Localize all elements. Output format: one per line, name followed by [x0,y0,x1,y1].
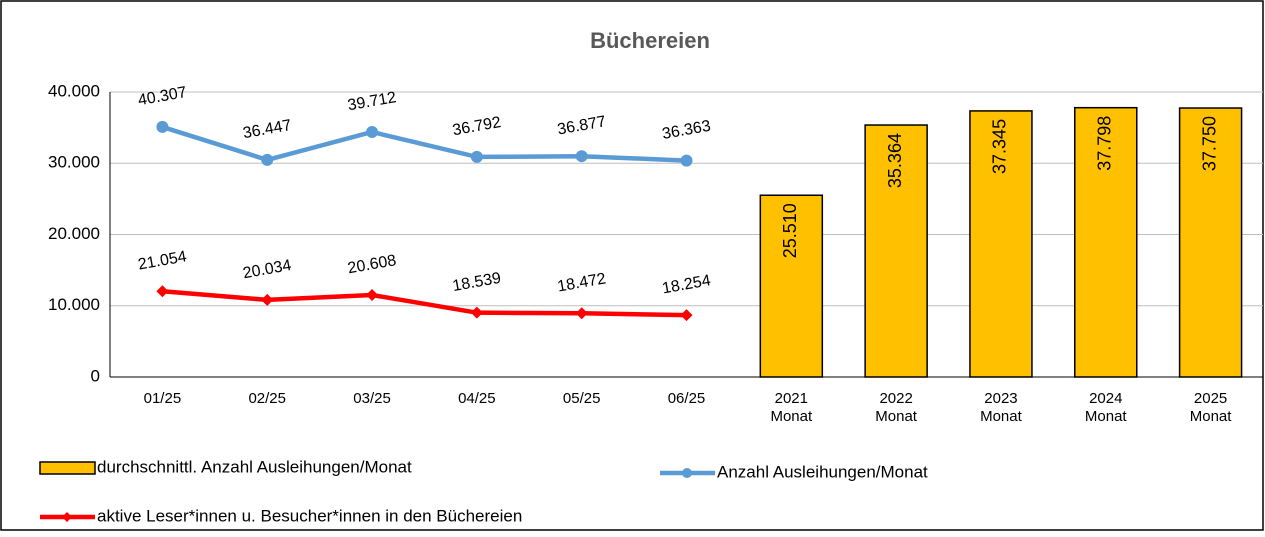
legend-label: Anzahl Ausleihungen/Monat [717,462,928,481]
y-tick-label: 0 [91,366,100,385]
y-tick-label: 20.000 [48,224,100,243]
marker [156,120,169,133]
x-tick-label: 2024 Monat [1085,390,1128,425]
legend-swatch [39,461,96,475]
data-label: 25.510 [780,203,800,258]
marker [575,150,588,163]
marker [470,306,483,319]
marker [470,150,483,163]
x-tick-label: 05/25 [563,390,601,407]
line [161,124,687,163]
data-label: 37.345 [990,119,1010,174]
bar [969,110,1033,378]
marker [261,293,274,306]
legend-label: aktive Leser*innen u. Besucher*innen in … [97,506,522,525]
x-tick-label: 2025 Monat [1190,390,1233,425]
x-tick-label: 01/25 [144,390,182,407]
x-tick-label: 04/25 [458,390,496,407]
marker [680,154,693,167]
x-tick-label: 03/25 [353,390,391,407]
line [162,288,687,318]
marker [366,289,379,302]
legend-marker [62,512,72,522]
data-label: 35.364 [885,133,905,188]
marker [366,126,379,139]
data-label: 37.750 [1199,116,1219,171]
x-tick-label: 02/25 [248,390,286,407]
legend-marker [682,468,692,478]
bar [864,124,928,378]
x-tick-label: 2023 Monat [980,390,1023,425]
data-label: 37.798 [1095,116,1115,171]
marker [680,309,693,322]
y-tick-label: 10.000 [48,295,100,314]
marker [575,307,588,320]
x-tick-label: 2022 Monat [875,390,918,425]
bar [759,194,824,378]
bar [1074,106,1138,378]
x-tick-label: 2021 Monat [770,390,813,425]
bar [1178,107,1243,378]
marker [156,285,169,298]
marker [261,153,274,166]
legend-label: durchschnittl. Anzahl Ausleihungen/Monat [97,457,412,476]
y-tick-label: 30.000 [48,153,100,172]
chart-title: Büchereien [590,28,710,53]
y-tick-label: 40.000 [48,81,100,100]
x-tick-label: 06/25 [668,390,706,407]
